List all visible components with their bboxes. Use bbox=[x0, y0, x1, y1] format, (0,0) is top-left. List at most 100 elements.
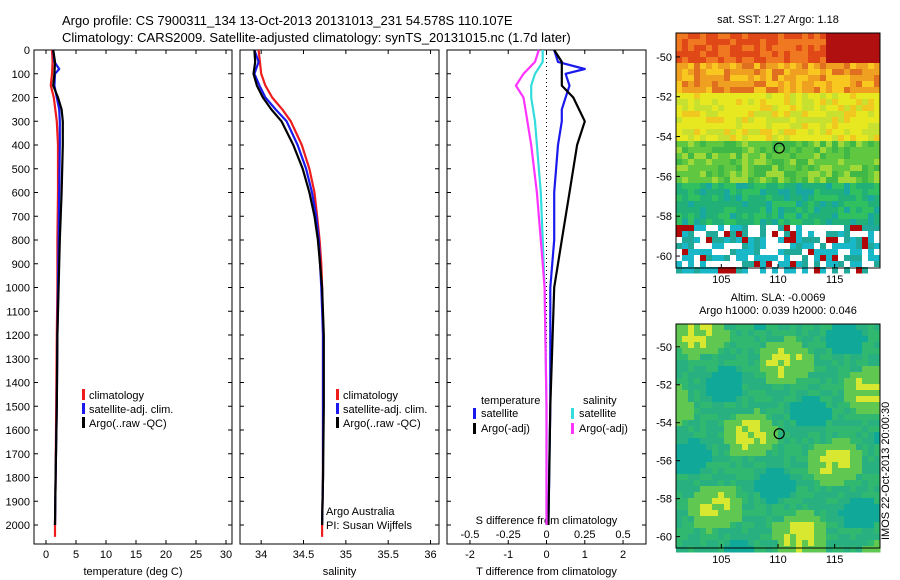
map-cell bbox=[862, 354, 869, 361]
map-cell bbox=[730, 57, 737, 64]
map-cell bbox=[844, 534, 851, 541]
map-cell bbox=[796, 147, 803, 154]
map-cell bbox=[802, 213, 809, 220]
map-cell bbox=[754, 201, 761, 208]
profile-location-marker bbox=[773, 428, 785, 440]
map-cell bbox=[706, 510, 713, 517]
map-cell bbox=[784, 426, 791, 433]
map-cell bbox=[778, 45, 785, 52]
map-cell bbox=[832, 504, 839, 511]
map-cell bbox=[844, 219, 851, 226]
map-cell bbox=[754, 249, 761, 256]
map-cell bbox=[850, 492, 857, 499]
map-cell bbox=[814, 207, 821, 214]
map-cell bbox=[856, 75, 863, 82]
map-cell bbox=[844, 183, 851, 190]
map-cell bbox=[706, 330, 713, 337]
map-cell bbox=[850, 237, 857, 244]
map-cell bbox=[736, 492, 743, 499]
map-cell bbox=[862, 111, 869, 118]
map-cell bbox=[772, 267, 779, 274]
map-cell bbox=[766, 390, 773, 397]
map-cell bbox=[862, 474, 869, 481]
map-cell bbox=[724, 225, 731, 232]
map-cell bbox=[832, 177, 839, 184]
map-cell bbox=[730, 504, 737, 511]
map-cell bbox=[730, 420, 737, 427]
map-cell bbox=[826, 462, 833, 469]
map-cell bbox=[796, 93, 803, 100]
map-cell bbox=[706, 165, 713, 172]
map-cell bbox=[844, 147, 851, 154]
map-cell bbox=[844, 195, 851, 202]
map-cell bbox=[676, 225, 683, 232]
series-line bbox=[547, 49, 586, 526]
map-cell bbox=[784, 243, 791, 250]
map-cell bbox=[760, 486, 767, 493]
map-cell bbox=[712, 510, 719, 517]
map-cell bbox=[724, 189, 731, 196]
map-cell bbox=[820, 384, 827, 391]
map-cell bbox=[676, 384, 683, 391]
map-cell bbox=[856, 426, 863, 433]
top-tick-label: -0.5 bbox=[460, 529, 479, 541]
map-cell bbox=[832, 147, 839, 154]
map-cell bbox=[862, 57, 869, 64]
map-cell bbox=[808, 546, 815, 553]
map-cell bbox=[748, 105, 755, 112]
map-cell bbox=[868, 492, 875, 499]
map-cell bbox=[796, 468, 803, 475]
map-cell bbox=[838, 177, 845, 184]
map-cell bbox=[778, 438, 785, 445]
map-cell bbox=[868, 267, 875, 274]
map-cell bbox=[772, 372, 779, 379]
map-cell bbox=[688, 57, 695, 64]
map-cell bbox=[682, 195, 689, 202]
map-cell bbox=[838, 135, 845, 142]
map-cell bbox=[814, 63, 821, 70]
y-tick-label: 900 bbox=[12, 259, 30, 271]
map-cell bbox=[700, 390, 707, 397]
map-cell bbox=[868, 324, 875, 331]
map-cells bbox=[676, 33, 881, 274]
map-cell bbox=[706, 450, 713, 457]
map-cell bbox=[676, 195, 683, 202]
map-cell bbox=[856, 372, 863, 379]
map-cell bbox=[790, 117, 797, 124]
map-cell bbox=[676, 486, 683, 493]
map-cell bbox=[706, 420, 713, 427]
map-cell bbox=[706, 522, 713, 529]
map-cell bbox=[832, 366, 839, 373]
map-cell bbox=[772, 354, 779, 361]
map-cell bbox=[790, 189, 797, 196]
title-line-1: Argo profile: CS 7900311_134 13-Oct-2013… bbox=[62, 13, 513, 28]
map-cell bbox=[736, 504, 743, 511]
map-cell bbox=[862, 87, 869, 94]
map-cell bbox=[694, 474, 701, 481]
map-cell bbox=[700, 468, 707, 475]
map-cell bbox=[784, 516, 791, 523]
map-cell bbox=[862, 243, 869, 250]
map-cell bbox=[778, 510, 785, 517]
map-cell bbox=[742, 243, 749, 250]
map-cell bbox=[706, 534, 713, 541]
map-cell bbox=[790, 69, 797, 76]
map-cell bbox=[718, 159, 725, 166]
map-cell bbox=[844, 165, 851, 172]
map-cell bbox=[826, 45, 833, 52]
map-cell bbox=[736, 69, 743, 76]
map-cell bbox=[712, 93, 719, 100]
map-cell bbox=[772, 153, 779, 160]
map-cell bbox=[802, 249, 809, 256]
map-cell bbox=[784, 486, 791, 493]
map-cell bbox=[856, 342, 863, 349]
map-cell bbox=[688, 45, 695, 52]
map-cell bbox=[772, 528, 779, 535]
map-cell bbox=[820, 135, 827, 142]
map-cell bbox=[718, 510, 725, 517]
map-cell bbox=[796, 177, 803, 184]
map-cell bbox=[862, 207, 869, 214]
map-cell bbox=[784, 444, 791, 451]
map-cell bbox=[730, 462, 737, 469]
